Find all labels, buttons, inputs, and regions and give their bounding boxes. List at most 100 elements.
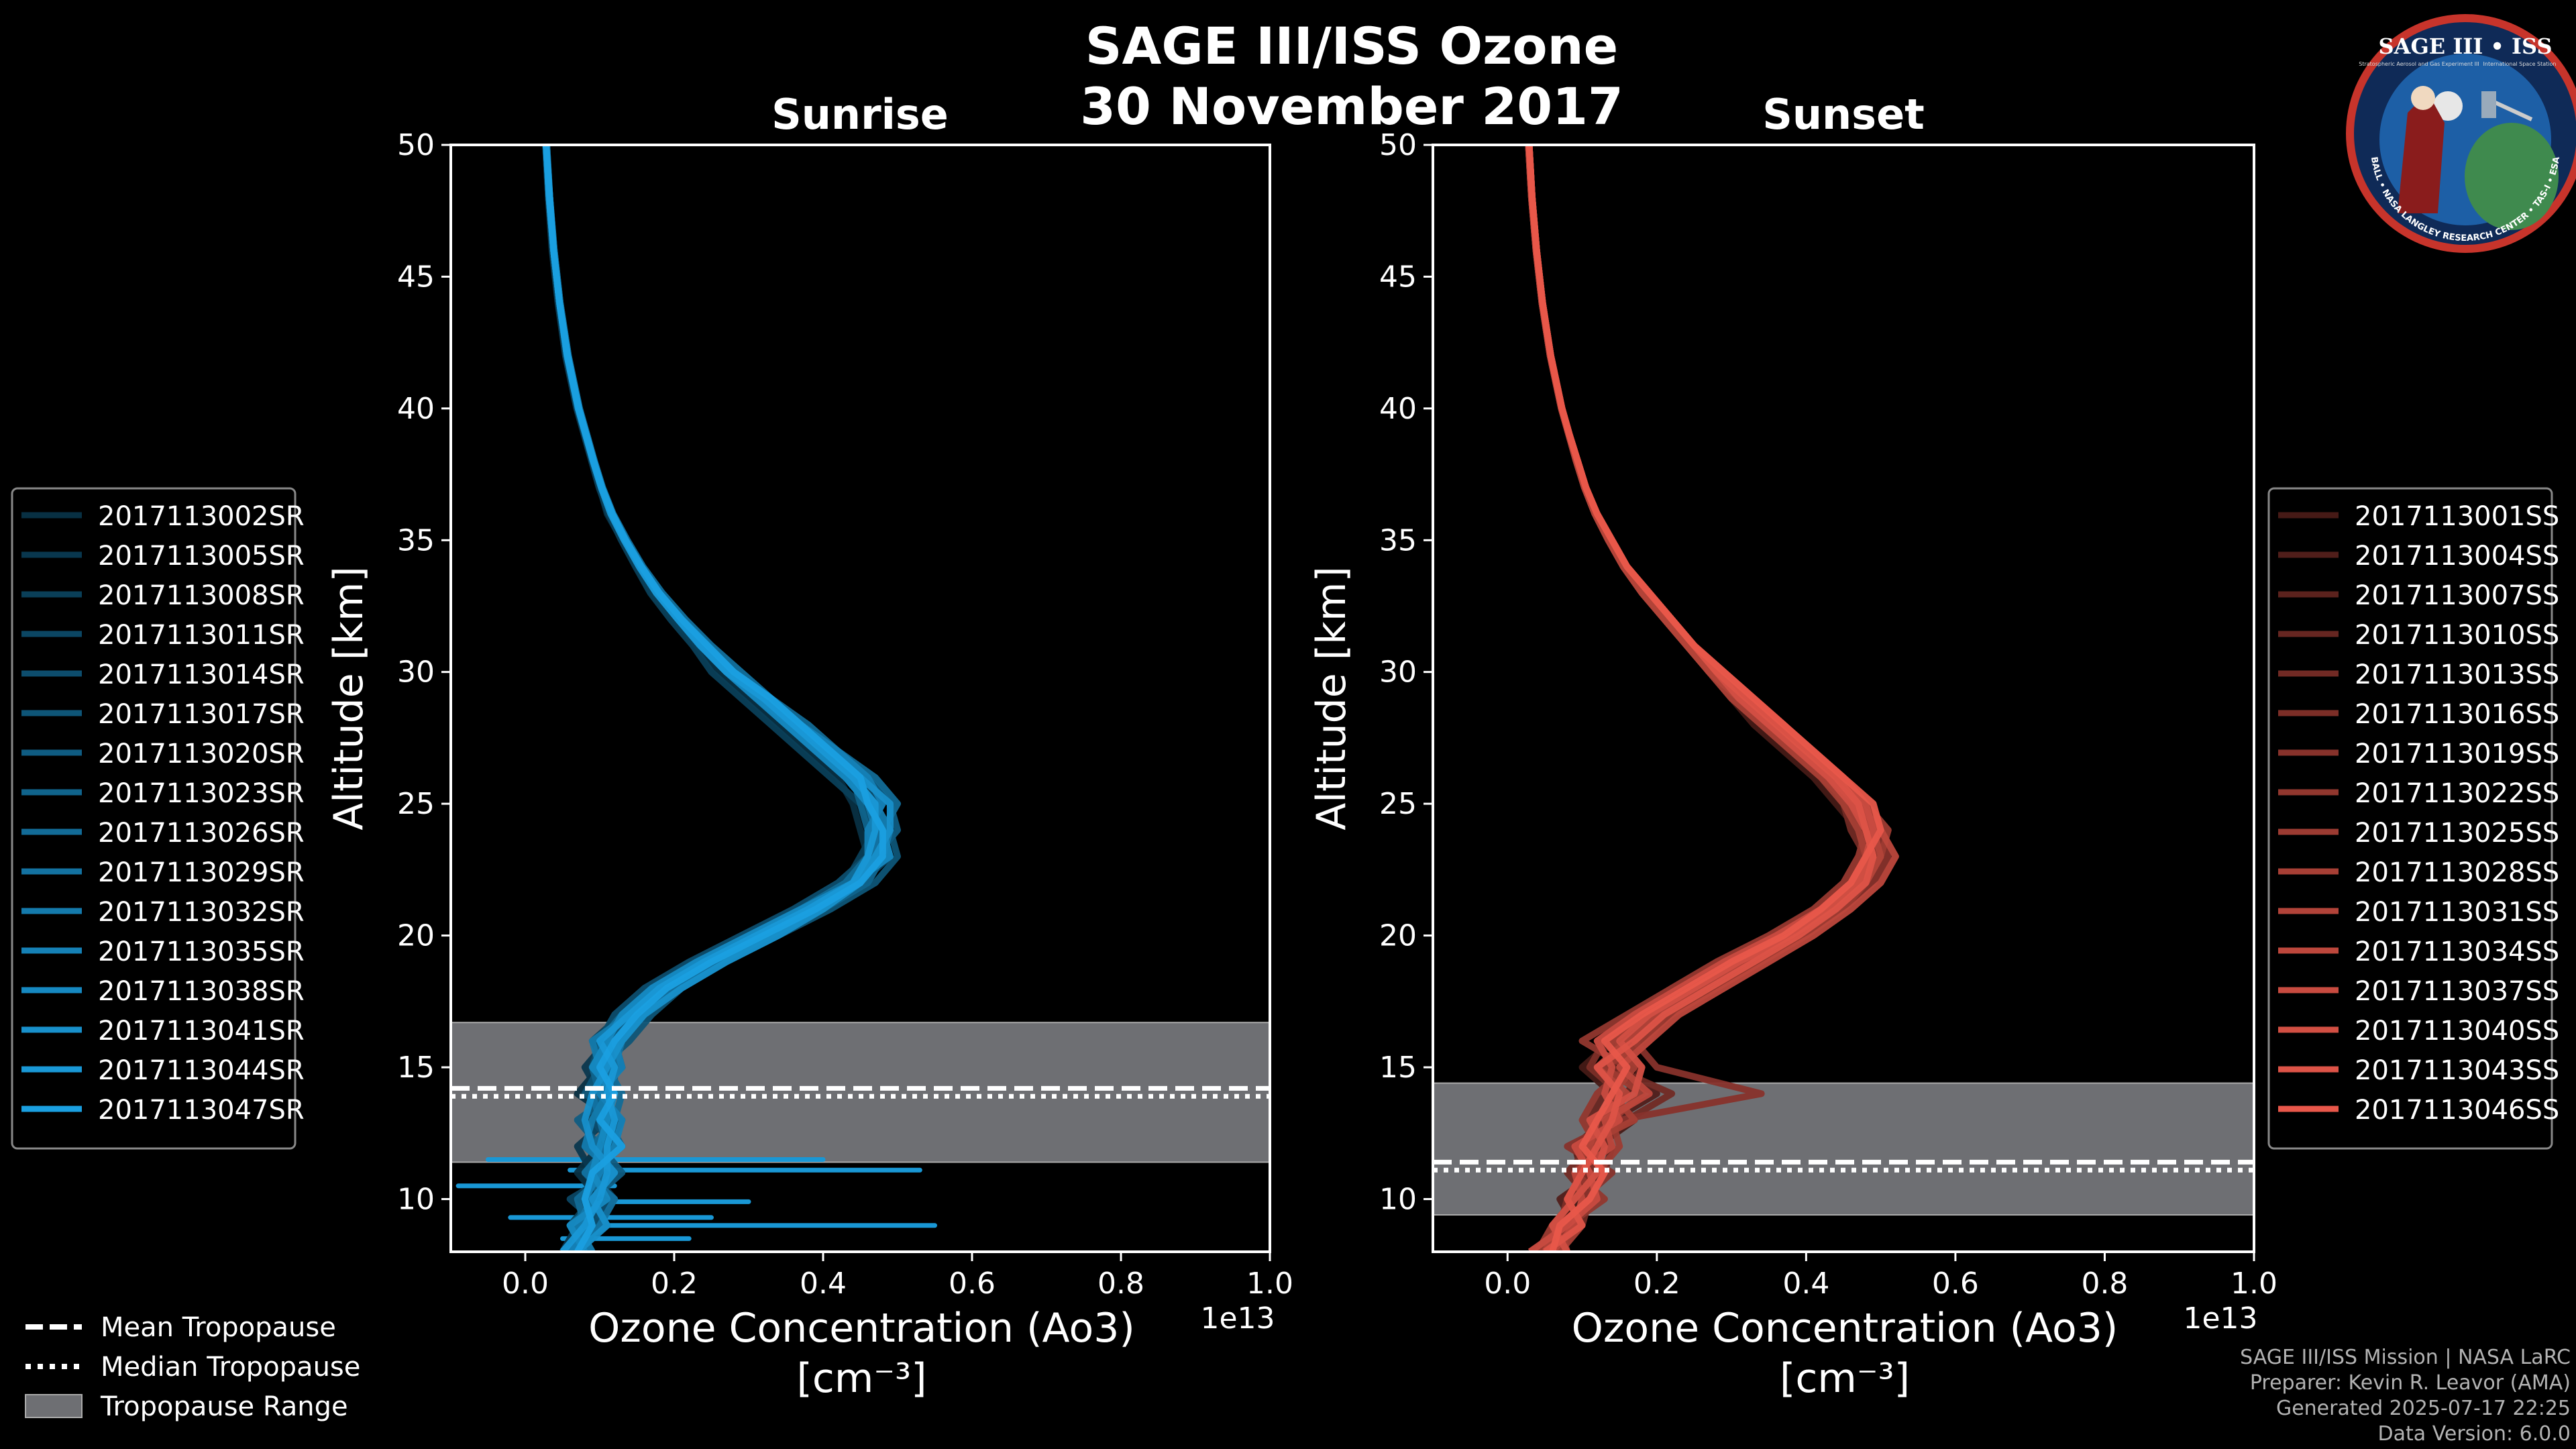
y-tick-label: 40 — [397, 392, 435, 426]
y-tick-label: 45 — [1379, 260, 1417, 294]
x-tick-label: 0.8 — [1097, 1267, 1144, 1301]
legend-entry: 2017113028SS — [2355, 857, 2559, 888]
x-tick-label: 0.8 — [2081, 1267, 2128, 1301]
legend-box — [11, 487, 297, 1150]
y-tick-label: 40 — [1379, 392, 1417, 426]
y-tick-label: 45 — [397, 260, 435, 294]
y-tick-label: 20 — [397, 919, 435, 953]
legend-entry: 2017113035SR — [98, 936, 305, 967]
footer-preparer: Preparer: Kevin R. Leavor (AMA) — [2249, 1371, 2571, 1395]
profile-line-2017113046SS — [1525, 145, 1884, 1252]
legend-entry: 2017113038SR — [98, 976, 305, 1007]
y-tick-label: 25 — [397, 787, 435, 821]
earth-continent-icon — [2465, 123, 2559, 230]
y-axis-label: Altitude [km] — [325, 566, 372, 830]
legend-entry: 2017113029SR — [98, 857, 305, 888]
legend-entry: 2017113025SS — [2355, 818, 2559, 849]
legend-entry: 2017113007SS — [2355, 580, 2559, 611]
y-tick-label: 25 — [1379, 787, 1417, 821]
sage-iii-mission-logo: SAGE III • ISS Stratospheric Aerosol and… — [2346, 14, 2576, 253]
sunrise-legend: 2017113002SR 2017113005SR 2017113008SR 2017… — [11, 487, 305, 1150]
legend-entry: 2017113037SS — [2355, 976, 2559, 1007]
moon-icon — [2433, 91, 2463, 121]
legend-entry: 2017113022SS — [2355, 778, 2559, 809]
y-tick-label: 30 — [397, 655, 435, 690]
legend-entry: 2017113004SS — [2355, 541, 2559, 572]
plot-content — [1433, 145, 2254, 1252]
legend-entry: 2017113032SR — [98, 897, 305, 928]
x-tick-label: 0.4 — [1782, 1267, 1829, 1301]
x-tick-label: 0.0 — [1484, 1267, 1531, 1301]
y-tick-label: 50 — [1379, 128, 1417, 162]
y-tick-label: 15 — [1379, 1051, 1417, 1085]
x-tick-label: 0.6 — [1932, 1267, 1979, 1301]
figure-title-line1: SAGE III/ISS Ozone — [1085, 16, 1618, 76]
x-tick-label: 0.2 — [1633, 1267, 1680, 1301]
iss-panel-icon — [2481, 91, 2496, 118]
legend-entry: 2017113031SS — [2355, 897, 2559, 928]
legend-entry: 2017113034SS — [2355, 936, 2559, 967]
footer-credits: SAGE III/ISS Mission | NASA LaRC Prepare… — [2240, 1345, 2571, 1447]
x-tick-label: 0.2 — [651, 1267, 698, 1301]
legend-entry: 2017113026SR — [98, 818, 305, 849]
y-tick-label: 15 — [397, 1051, 435, 1085]
tropopause-legend-label: Tropopause Range — [100, 1391, 348, 1422]
figure-title-line2: 30 November 2017 — [1080, 76, 1623, 136]
panel-title: Sunrise — [771, 90, 949, 139]
axes-frame — [1432, 144, 2255, 1253]
legend-entry: 2017113047SR — [98, 1095, 305, 1126]
x-offset-label: 1e13 — [2183, 1301, 2257, 1336]
x-tick-label: 0.0 — [502, 1267, 549, 1301]
x-tick-label: 1.0 — [2231, 1267, 2277, 1301]
legend-entry: 2017113019SS — [2355, 739, 2559, 769]
legend-entry: 2017113002SR — [98, 501, 305, 532]
x-tick-label: 1.0 — [1246, 1267, 1293, 1301]
y-tick-label: 20 — [1379, 919, 1417, 953]
legend-entry: 2017113020SR — [98, 739, 305, 769]
x-offset-label: 1e13 — [1200, 1301, 1275, 1336]
tropopause-legend-label: Mean Tropopause — [101, 1312, 336, 1343]
footer-mission: SAGE III/ISS Mission | NASA LaRC — [2240, 1346, 2571, 1369]
y-tick-label: 30 — [1379, 655, 1417, 690]
y-tick-label: 10 — [397, 1182, 435, 1216]
tropopause-range-band — [451, 1022, 1270, 1163]
logo-left-caption: Stratospheric Aerosol and Gas Experiment… — [2359, 61, 2479, 67]
axes-frame — [449, 144, 1271, 1253]
legend-entry: 2017113013SS — [2355, 659, 2559, 690]
sunset-legend: 2017113001SS 2017113004SS 2017113007SS 2017… — [2267, 487, 2559, 1150]
y-axis-label: Altitude [km] — [1308, 566, 1355, 830]
panel-title: Sunset — [1762, 90, 1925, 139]
plot-area — [1433, 145, 2254, 1252]
legend-entry: 2017113008SR — [98, 580, 305, 611]
legend-entry: 2017113044SR — [98, 1055, 305, 1086]
footer-generated: Generated 2025-07-17 22:25 — [2275, 1397, 2571, 1420]
plot-content — [451, 145, 1270, 1252]
legend-entry: 2017113046SS — [2355, 1095, 2559, 1126]
sage-figure-icon — [2398, 93, 2445, 213]
sage-face-icon — [2411, 86, 2435, 110]
legend-entry: 2017113014SR — [98, 659, 305, 690]
tropopause-legend: Mean Tropopause Median Tropopause Tropopau… — [25, 1312, 360, 1422]
tropopause-range-swatch — [25, 1394, 83, 1418]
legend-entry: 2017113005SR — [98, 541, 305, 572]
sunrise-panel: 0.0 0.2 0.4 0.6 0.8 1.0 10 15 20 25 30 35 40 45 50 Sunr… — [325, 90, 1293, 1402]
legend-entry: 2017113041SR — [98, 1016, 305, 1046]
legend-entry: 2017113043SS — [2355, 1055, 2559, 1086]
sunset-panel: 0.0 0.2 0.4 0.6 0.8 1.0 10 15 20 25 30 35 40 45 50 Suns… — [1308, 90, 2277, 1402]
legend-entry: 2017113040SS — [2355, 1016, 2559, 1046]
x-axis-label: Ozone Concentration (Ao3) — [1572, 1305, 2118, 1352]
footer-version: Data Version: 6.0.0 — [2377, 1422, 2571, 1446]
tropopause-legend-label: Median Tropopause — [101, 1352, 360, 1383]
y-tick-label: 10 — [1379, 1182, 1417, 1216]
x-axis-label: Ozone Concentration (Ao3) — [588, 1305, 1135, 1352]
y-tick-label: 50 — [397, 128, 435, 162]
legend-box — [2267, 487, 2553, 1150]
legend-entry: 2017113001SS — [2355, 501, 2559, 532]
legend-entry: 2017113016SS — [2355, 699, 2559, 730]
legend-entry: 2017113011SR — [98, 620, 305, 651]
y-tick-label: 35 — [1379, 523, 1417, 557]
legend-entry: 2017113017SR — [98, 699, 305, 730]
x-tick-label: 0.4 — [800, 1267, 847, 1301]
x-axis-unit: [cm⁻³] — [1780, 1355, 1910, 1402]
